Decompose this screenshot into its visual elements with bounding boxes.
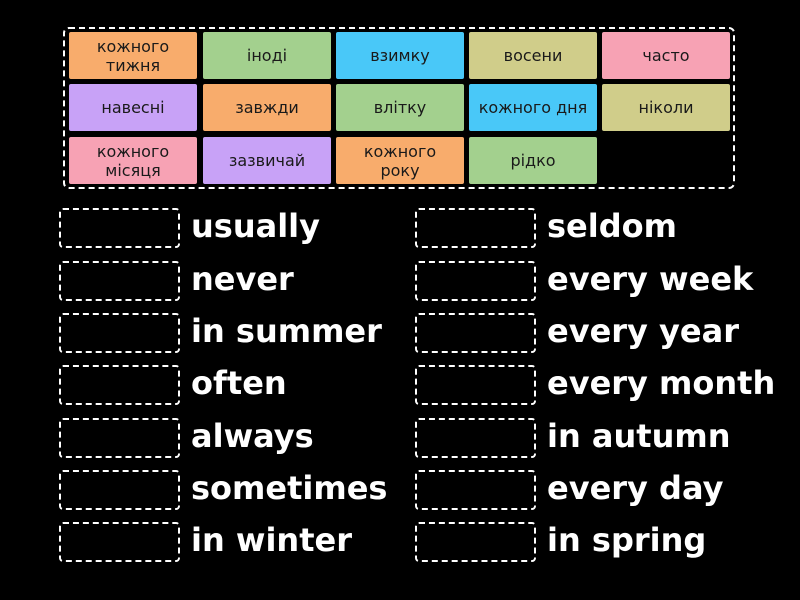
prompt-label: every month	[547, 364, 776, 402]
tile[interactable]: зазвичай	[203, 137, 331, 184]
tile[interactable]: ніколи	[602, 84, 730, 131]
drop-slot[interactable]	[415, 470, 536, 510]
prompt-label: seldom	[547, 207, 677, 245]
prompt-label: usually	[191, 207, 320, 245]
prompt-label: in summer	[191, 312, 382, 350]
drop-slot[interactable]	[415, 365, 536, 405]
prompt-label: every year	[547, 312, 739, 350]
prompt-label: every day	[547, 469, 724, 507]
drop-slot[interactable]	[415, 313, 536, 353]
tile[interactable]: кожного дня	[469, 84, 597, 131]
tile[interactable]: навесні	[69, 84, 197, 131]
prompt-label: in autumn	[547, 417, 731, 455]
tile[interactable]: часто	[602, 32, 730, 79]
tile[interactable]: іноді	[203, 32, 331, 79]
tile[interactable]: взимку	[336, 32, 464, 79]
prompt-label: always	[191, 417, 314, 455]
prompt-label: sometimes	[191, 469, 388, 507]
drop-slot[interactable]	[59, 261, 180, 301]
drop-slot[interactable]	[59, 365, 180, 405]
tile[interactable]: кожного тижня	[69, 32, 197, 79]
tile-bank	[63, 27, 735, 189]
tile[interactable]: влітку	[336, 84, 464, 131]
prompt-label: in winter	[191, 521, 352, 559]
drop-slot[interactable]	[59, 522, 180, 562]
tile[interactable]: кожного місяця	[69, 137, 197, 184]
prompt-label: every week	[547, 260, 754, 298]
prompt-label: often	[191, 364, 287, 402]
drop-slot[interactable]	[415, 208, 536, 248]
prompt-label: in spring	[547, 521, 707, 559]
drop-slot[interactable]	[415, 261, 536, 301]
tile[interactable]: кожного року	[336, 137, 464, 184]
tile[interactable]: восени	[469, 32, 597, 79]
drop-slot[interactable]	[415, 418, 536, 458]
drop-slot[interactable]	[59, 418, 180, 458]
prompt-label: never	[191, 260, 294, 298]
drop-slot[interactable]	[415, 522, 536, 562]
drop-slot[interactable]	[59, 313, 180, 353]
tile[interactable]: рідко	[469, 137, 597, 184]
drop-slot[interactable]	[59, 208, 180, 248]
drop-slot[interactable]	[59, 470, 180, 510]
tile[interactable]: завжди	[203, 84, 331, 131]
